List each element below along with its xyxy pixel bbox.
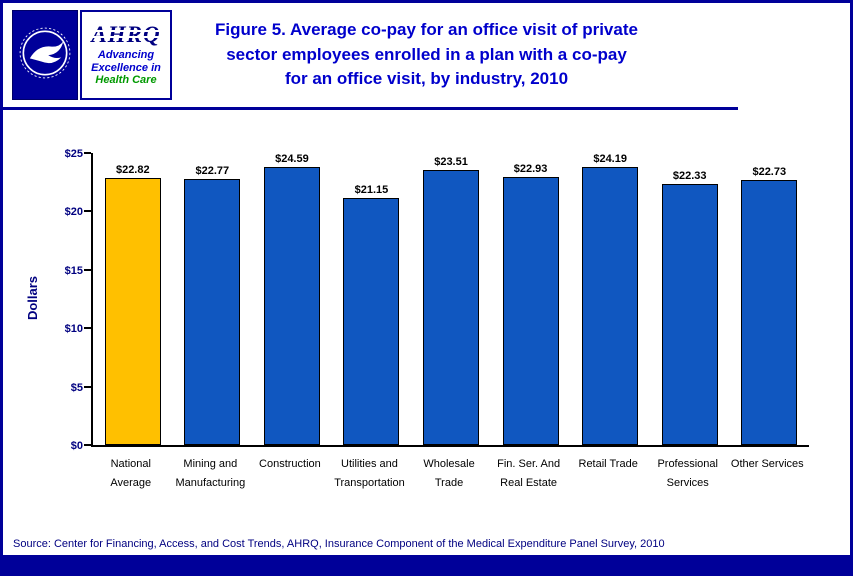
bar-value-label: $22.77 bbox=[195, 165, 230, 178]
y-axis-tick-label: $25 bbox=[64, 148, 83, 160]
tagline-line: Excellence in bbox=[91, 61, 161, 74]
bar-slot: $22.82 bbox=[93, 153, 173, 445]
bar-retail-trade bbox=[582, 167, 639, 445]
hhs-seal bbox=[12, 10, 78, 100]
bar-wholesale-trade bbox=[423, 170, 480, 445]
bar-value-label: $24.59 bbox=[275, 153, 309, 165]
tagline-line: Health Care bbox=[95, 74, 157, 87]
bar-value-label: $22.33 bbox=[672, 170, 707, 183]
x-axis-labels: National Average Mining and Manufacturing Co… bbox=[91, 455, 807, 492]
tagline-line: Advancing bbox=[97, 49, 155, 62]
bar-value-label: $23.51 bbox=[434, 156, 468, 169]
bar-other-services bbox=[741, 179, 798, 445]
bar-slot: $22.93 bbox=[491, 153, 571, 445]
x-axis-category-label: Professional Services bbox=[657, 458, 718, 489]
y-axis-tick-mark bbox=[84, 385, 91, 388]
y-axis-tick-label: $20 bbox=[64, 206, 83, 219]
x-axis-category-label: National Average bbox=[110, 458, 152, 489]
y-axis-tick-mark bbox=[84, 444, 91, 446]
bar-slot: $24.19 bbox=[570, 153, 650, 445]
y-axis-tick-mark bbox=[84, 327, 91, 330]
y-axis-title: Dollars bbox=[25, 275, 40, 321]
figure-title-line: sector employees enrolled in a plan with… bbox=[226, 44, 627, 64]
footer-bar bbox=[3, 555, 850, 573]
y-axis-tick-label: $15 bbox=[64, 264, 83, 277]
y-axis-tick-label: $5 bbox=[70, 381, 83, 394]
x-axis-category-label: Mining and Manufacturing bbox=[175, 458, 246, 489]
figure-title-line: for an office visit, by industry, 2010 bbox=[284, 69, 569, 89]
bars-row: $22.82 $22.77 $24.59 $21.15 $23.51 $22.93 $24.… bbox=[93, 153, 809, 445]
bar-national-average bbox=[104, 178, 161, 445]
bar-slot: $21.15 bbox=[332, 153, 412, 445]
y-axis-tick-mark bbox=[84, 268, 91, 271]
bar-fin-ser-and-real-estate bbox=[502, 177, 559, 445]
bar-professional-services bbox=[661, 184, 718, 445]
bar-value-label: $24.19 bbox=[593, 153, 627, 165]
x-axis-category-label: Retail Trade bbox=[578, 458, 638, 470]
bar-value-label: $22.93 bbox=[513, 163, 548, 176]
bar-value-label: $21.15 bbox=[354, 183, 389, 196]
hhs-eagle-icon bbox=[19, 27, 71, 84]
bar-slot: $24.59 bbox=[252, 153, 332, 445]
bar-mining-and-manufacturing bbox=[184, 179, 241, 445]
x-axis-category-label: Wholesale Trade bbox=[423, 458, 475, 489]
agency-logo: AHRQ Advancing Excellence in Health Care bbox=[12, 10, 172, 100]
y-axis-tick-mark bbox=[84, 152, 91, 154]
bar-slot: $22.73 bbox=[730, 153, 810, 445]
bar-value-label: $22.82 bbox=[115, 164, 150, 177]
ahrq-tagline: Advancing Excellence in Health Care bbox=[91, 49, 161, 87]
source-note: Source: Center for Financing, Access, an… bbox=[13, 538, 665, 550]
header-divider bbox=[3, 107, 738, 110]
wordmark-stripe bbox=[89, 36, 163, 39]
bar-value-label: $22.73 bbox=[752, 165, 787, 178]
plot-area: $22.82 $22.77 $24.59 $21.15 $23.51 $22.93 $24.… bbox=[65, 148, 809, 452]
bar-slot: $22.33 bbox=[650, 153, 730, 445]
ahrq-wordmark: AHRQ bbox=[89, 22, 163, 48]
figure-title-line: Figure 5. Average co-pay for an office v… bbox=[215, 20, 638, 39]
x-axis-category-label: Utilities and Transportation bbox=[334, 458, 405, 489]
bar-slot: $22.77 bbox=[173, 153, 253, 445]
x-axis-category-label: Fin. Ser. And Real Estate bbox=[497, 458, 561, 489]
y-axis-tick-label: $0 bbox=[70, 440, 83, 452]
wordmark-stripe bbox=[89, 30, 163, 33]
x-axis-category-label: Construction bbox=[259, 458, 321, 470]
ahrq-logo-box: AHRQ Advancing Excellence in Health Care bbox=[80, 10, 172, 100]
bar-construction bbox=[263, 167, 320, 445]
bar-utilities-and-transportation bbox=[343, 197, 400, 445]
y-axis-tick-mark bbox=[84, 210, 91, 213]
figure-title: Figure 5. Average co-pay for an office v… bbox=[167, 18, 687, 92]
bar-slot: $23.51 bbox=[411, 153, 491, 445]
x-axis-category-label: Other Services bbox=[730, 458, 804, 470]
y-axis-tick-label: $10 bbox=[64, 323, 83, 336]
